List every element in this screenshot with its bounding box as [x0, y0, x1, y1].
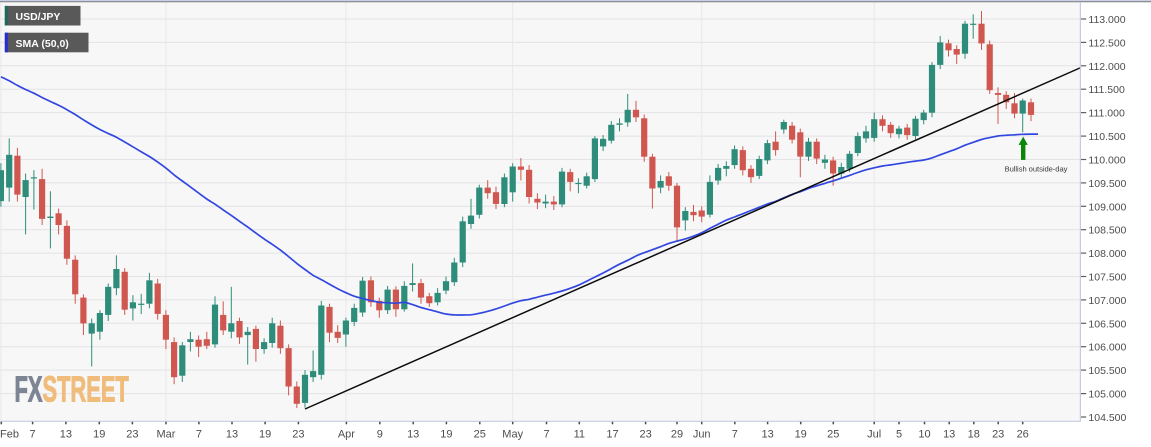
svg-text:23: 23	[292, 429, 304, 441]
svg-text:23: 23	[639, 429, 651, 441]
svg-text:Jun: Jun	[693, 429, 711, 441]
svg-text:106.500: 106.500	[1088, 318, 1126, 330]
svg-text:29: 29	[671, 429, 683, 441]
svg-text:FXSTREET: FXSTREET	[15, 370, 130, 410]
svg-text:104.500: 104.500	[1088, 412, 1126, 424]
svg-text:19: 19	[259, 429, 271, 441]
svg-text:13: 13	[407, 429, 419, 441]
svg-text:SMA (50,0): SMA (50,0)	[16, 38, 69, 50]
svg-text:106.000: 106.000	[1088, 342, 1126, 354]
svg-text:112.500: 112.500	[1088, 37, 1125, 49]
svg-text:May: May	[502, 429, 523, 441]
svg-text:17: 17	[606, 429, 618, 441]
svg-text:13: 13	[943, 429, 955, 441]
svg-text:13: 13	[60, 429, 72, 441]
svg-text:23: 23	[992, 429, 1004, 441]
svg-text:109.000: 109.000	[1088, 201, 1126, 213]
svg-text:23: 23	[126, 429, 138, 441]
svg-text:25: 25	[827, 429, 839, 441]
svg-text:105.000: 105.000	[1088, 389, 1126, 401]
svg-text:105.500: 105.500	[1088, 365, 1126, 377]
svg-text:7: 7	[543, 429, 549, 441]
svg-text:108.000: 108.000	[1088, 248, 1126, 260]
svg-text:18: 18	[968, 429, 980, 441]
svg-text:Jul: Jul	[867, 429, 881, 441]
svg-text:19: 19	[93, 429, 105, 441]
svg-text:5: 5	[896, 429, 902, 441]
svg-text:7: 7	[732, 429, 738, 441]
svg-text:19: 19	[440, 429, 452, 441]
svg-text:26: 26	[1017, 429, 1029, 441]
svg-text:25: 25	[474, 429, 486, 441]
svg-text:112.000: 112.000	[1088, 61, 1125, 73]
svg-text:USD/JPY: USD/JPY	[16, 11, 61, 23]
svg-text:109.500: 109.500	[1088, 178, 1126, 190]
svg-text:10: 10	[918, 429, 930, 441]
svg-text:107.000: 107.000	[1088, 295, 1126, 307]
svg-text:Mar: Mar	[157, 429, 176, 441]
svg-text:19: 19	[795, 429, 807, 441]
svg-text:13: 13	[761, 429, 773, 441]
svg-text:Feb: Feb	[0, 429, 19, 441]
svg-text:7: 7	[196, 429, 202, 441]
svg-text:9: 9	[377, 429, 383, 441]
svg-text:111.000: 111.000	[1088, 108, 1125, 120]
svg-text:7: 7	[30, 429, 36, 441]
svg-text:110.000: 110.000	[1088, 155, 1125, 167]
svg-text:108.500: 108.500	[1088, 225, 1126, 237]
svg-text:Bullish outside-day: Bullish outside-day	[1005, 165, 1068, 174]
svg-text:Apr: Apr	[338, 429, 355, 441]
svg-text:111.500: 111.500	[1088, 84, 1125, 96]
svg-text:110.500: 110.500	[1088, 131, 1125, 143]
svg-text:11: 11	[574, 429, 585, 441]
svg-text:107.500: 107.500	[1088, 272, 1126, 284]
svg-text:113.000: 113.000	[1088, 14, 1125, 26]
svg-text:13: 13	[226, 429, 238, 441]
